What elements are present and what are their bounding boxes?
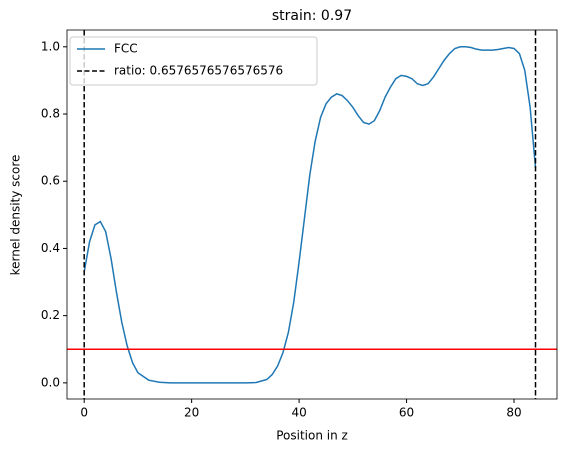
chart-title: strain: 0.97 [272, 8, 352, 24]
y-tick-label: 0.0 [41, 375, 60, 389]
data-line [83, 46, 537, 384]
x-tick-label: 0 [80, 406, 88, 420]
y-tick-label: 1.0 [41, 39, 60, 53]
legend-box [69, 36, 318, 86]
y-tick-label: 0.2 [41, 308, 60, 322]
legend-label: ratio: 0.6576576576576576 [114, 64, 283, 78]
y-tick-label: 0.6 [41, 174, 60, 188]
x-tick-label: 20 [184, 406, 199, 420]
y-axis-label: kernel density score [9, 155, 23, 276]
plot-frame [66, 29, 558, 400]
y-tick-label: 0.4 [41, 241, 60, 255]
x-tick-label: 60 [399, 406, 414, 420]
x-tick-label: 40 [291, 406, 306, 420]
y-tick-label: 0.8 [41, 107, 60, 121]
legend-label: FCC [114, 42, 138, 56]
x-axis-label: Position in z [276, 429, 348, 443]
x-tick-label: 80 [506, 406, 521, 420]
